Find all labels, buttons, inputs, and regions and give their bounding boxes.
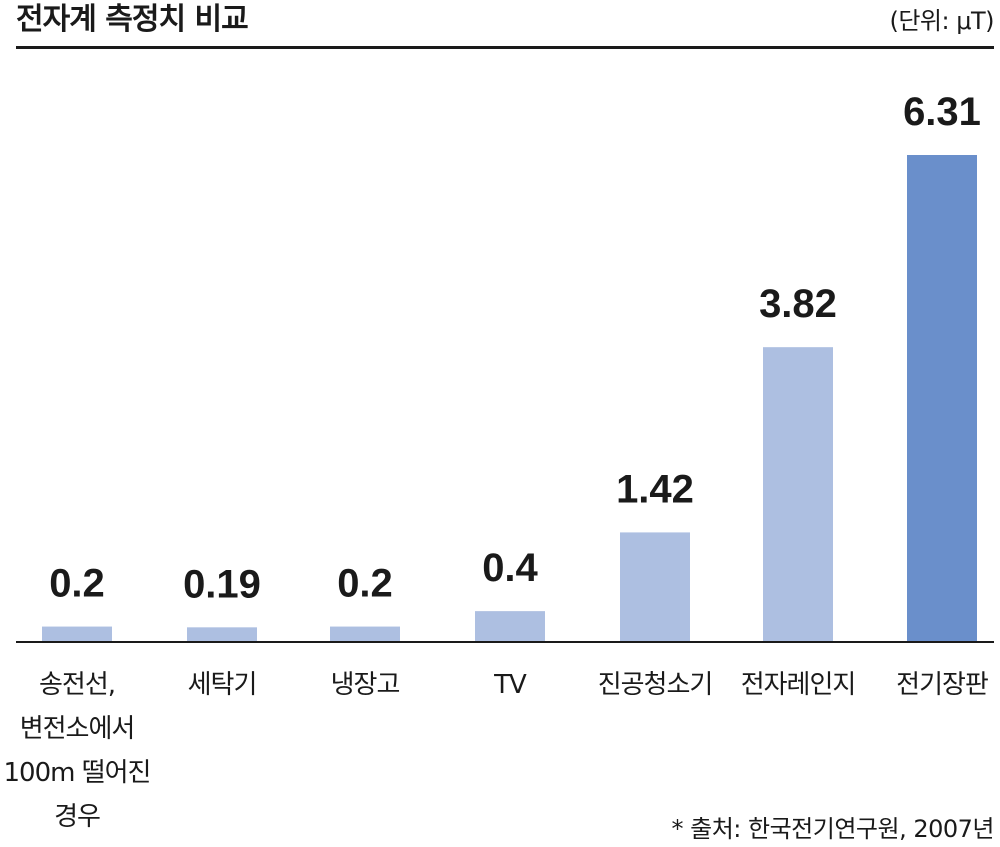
category-label-2: 냉장고 (330, 670, 401, 700)
unit-label: (단위: μT) (889, 7, 994, 35)
category-label-5: 전자레인지 (740, 670, 857, 700)
category-label-6: 전기장판 (896, 670, 989, 700)
value-label-2: 0.2 (337, 562, 393, 606)
value-label-0: 0.2 (49, 562, 105, 606)
bar-6 (907, 155, 977, 642)
value-label-1: 0.19 (183, 562, 261, 606)
top-divider (16, 46, 994, 49)
category-label-1: 세탁기 (187, 670, 258, 700)
source-note: * 출처: 한국전기연구원, 2007년 (671, 815, 995, 843)
bar-2 (330, 626, 400, 642)
category-label-0: 송전선, 변전소에서 100m 떨어진 경우 (3, 670, 152, 832)
bar-0 (42, 626, 112, 642)
value-label-3: 0.4 (482, 546, 538, 590)
category-label-3: TV (494, 670, 527, 700)
bar-4 (620, 532, 690, 642)
value-label-4: 1.42 (616, 467, 694, 511)
baseline-axis (16, 641, 994, 643)
chart-title: 전자계 측정치 비교 (16, 2, 249, 37)
bar-3 (475, 611, 545, 642)
value-label-6: 6.31 (903, 90, 981, 134)
category-label-4: 진공청소기 (597, 670, 714, 700)
bar-1 (187, 627, 257, 642)
value-label-5: 3.82 (759, 282, 837, 326)
bar-5 (763, 347, 833, 642)
